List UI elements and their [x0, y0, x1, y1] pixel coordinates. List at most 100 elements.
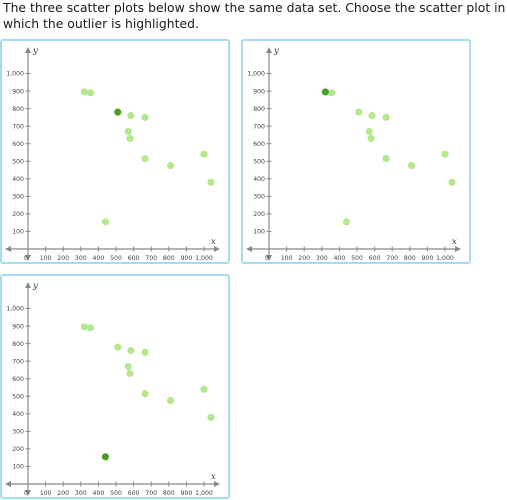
data-point: [166, 397, 175, 405]
y-axis-arrow-down-icon: [25, 490, 31, 496]
x-tick-label: 500: [110, 490, 122, 497]
y-tick-label: 400: [253, 176, 265, 183]
y-axis-name: y: [273, 46, 279, 56]
x-tick-label: 400: [92, 490, 104, 497]
y-tick-label: 700: [12, 358, 24, 365]
y-tick-label: 800: [12, 106, 24, 113]
x-tick-label: 1,000: [195, 490, 213, 497]
data-point: [441, 150, 449, 158]
scatter-plot-choice-2[interactable]: x y 0 100 200 300 400 500 600 700 800 900 1,000 100 20…: [241, 39, 471, 264]
data-point: [86, 324, 95, 332]
x-axis-arrow-left-icon: [5, 481, 11, 487]
data-point: [382, 113, 390, 121]
y-axis-arrow-down-icon: [25, 255, 31, 261]
y-axis-name: y: [32, 46, 38, 56]
x-axis-name: x: [452, 237, 457, 247]
data-point: [124, 127, 132, 136]
data-point: [355, 108, 363, 116]
y-tick-label: 100: [12, 464, 24, 471]
x-tick-label: 200: [57, 255, 69, 262]
y-tick-label: 500: [12, 393, 24, 400]
data-point: [327, 89, 336, 97]
x-tick-label: 1,000: [195, 255, 213, 262]
x-tick-label: 300: [75, 255, 87, 262]
y-axis-arrow-up-icon: [25, 47, 31, 53]
x-tick-label: 700: [386, 255, 398, 262]
data-point: [80, 323, 88, 331]
data-point: [126, 369, 134, 378]
y-tick-label: 200: [253, 211, 265, 218]
y-tick-label: 100: [253, 229, 265, 236]
origin-label: 0: [265, 255, 269, 262]
y-tick-label: 500: [12, 158, 24, 165]
data-point: [166, 162, 175, 170]
data-point: [368, 112, 376, 120]
x-axis-arrow-right-icon: [214, 481, 220, 487]
x-tick-label: 500: [351, 255, 363, 262]
data-point: [124, 362, 132, 371]
x-tick-label: 200: [57, 490, 69, 497]
y-tick-label: 200: [12, 446, 24, 453]
data-point: [141, 348, 149, 356]
x-tick-label: 800: [163, 255, 175, 262]
x-tick-label: 400: [333, 255, 345, 262]
y-tick-label: 700: [253, 123, 265, 130]
data-point: [127, 347, 135, 355]
data-point: [207, 413, 215, 421]
y-tick-label: 1,000: [6, 71, 24, 78]
y-tick-label: 1,000: [247, 71, 265, 78]
data-point: [382, 155, 390, 163]
scatter-plot-3: xy0 100 200 300 400 500 600 700 800 900 1,00010020…: [5, 281, 220, 497]
y-axis-name: y: [32, 281, 38, 291]
y-tick-label: 600: [12, 141, 24, 148]
data-point: [448, 178, 456, 186]
y-tick-label: 200: [12, 211, 24, 218]
x-tick-label: 300: [316, 255, 328, 262]
x-tick-label: 600: [128, 255, 140, 262]
y-axis-arrow-up-icon: [25, 282, 31, 288]
data-point: [126, 134, 134, 143]
data-point: [141, 155, 149, 163]
x-axis-arrow-left-icon: [246, 246, 252, 252]
y-axis-arrow-down-icon: [266, 255, 272, 261]
data-point: [80, 88, 88, 96]
scatter-plot-1: xy0 100 200 300 400 500 600 700 800 900 1,00010020…: [5, 46, 220, 262]
data-point: [114, 343, 122, 351]
x-tick-label: 100: [40, 490, 52, 497]
data-point: [86, 89, 95, 97]
y-tick-label: 500: [253, 158, 265, 165]
y-tick-label: 800: [12, 341, 24, 348]
data-point: [200, 385, 208, 393]
y-tick-label: 400: [12, 411, 24, 418]
origin-label: 0: [24, 255, 28, 262]
x-tick-label: 900: [421, 255, 433, 262]
data-point: [407, 162, 416, 170]
x-axis-arrow-right-icon: [455, 246, 461, 252]
y-tick-label: 900: [253, 88, 265, 95]
data-point: [207, 178, 215, 186]
x-tick-label: 700: [145, 255, 157, 262]
x-tick-label: 800: [404, 255, 416, 262]
y-tick-label: 300: [12, 194, 24, 201]
x-tick-label: 600: [369, 255, 381, 262]
scatter-plot-choice-1[interactable]: x y 0 100 200 300 400 500 600 700 800 900 1,000 100 20…: [0, 39, 230, 264]
data-point: [101, 218, 110, 226]
x-tick-label: 300: [75, 490, 87, 497]
x-axis-arrow-left-icon: [5, 246, 11, 252]
y-tick-label: 900: [12, 88, 24, 95]
data-point: [200, 150, 208, 158]
data-point: [342, 218, 351, 226]
y-tick-label: 900: [12, 323, 24, 330]
x-axis-name: x: [211, 472, 216, 482]
highlighted-data-point: [321, 88, 329, 96]
x-tick-label: 900: [180, 255, 192, 262]
data-point: [141, 113, 149, 121]
highlighted-data-point: [114, 108, 122, 116]
data-point: [127, 112, 135, 120]
scatter-plot-choice-3[interactable]: x y 0 100 200 300 400 500 600 700 800 900 1,000 100 20…: [0, 274, 230, 499]
data-point: [365, 127, 373, 136]
x-tick-label: 800: [163, 490, 175, 497]
x-tick-label: 700: [145, 490, 157, 497]
y-tick-label: 800: [253, 106, 265, 113]
x-tick-label: 600: [128, 490, 140, 497]
